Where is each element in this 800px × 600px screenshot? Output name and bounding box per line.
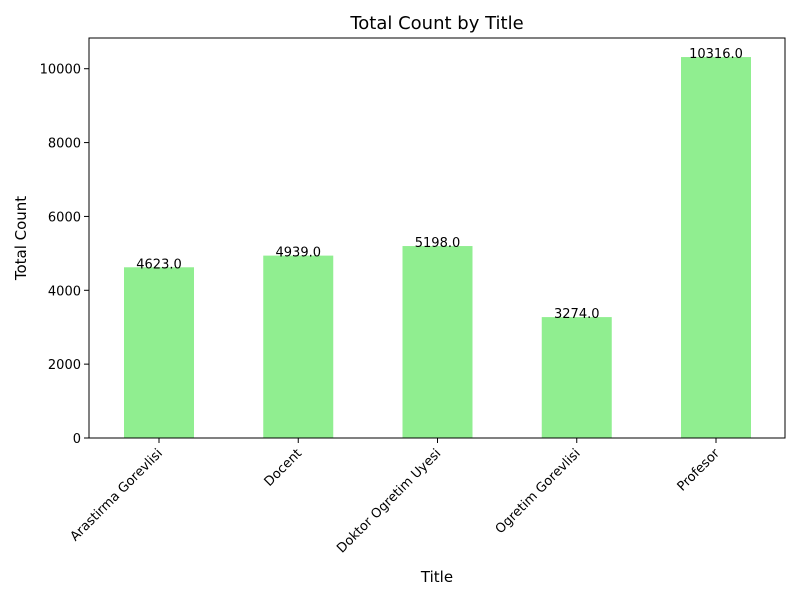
x-tick-label: Arastirma Gorevlisi <box>68 446 166 544</box>
bar-arastirma-gorevlisi <box>124 267 194 438</box>
value-label: 4939.0 <box>276 246 322 261</box>
y-tick-label: 6000 <box>48 210 81 225</box>
bar-docent <box>263 255 334 438</box>
value-label: 10316.0 <box>689 47 743 62</box>
y-tick-label: 2000 <box>48 358 81 373</box>
y-axis: 0 2000 4000 6000 8000 10000 <box>40 63 89 447</box>
bar-ogretim-gorevlisi <box>541 317 612 438</box>
y-tick-label: 4000 <box>48 284 81 299</box>
value-labels-layer: 4623.0 4939.0 5198.0 3274.0 10316.0 <box>136 47 743 322</box>
value-label: 4623.0 <box>136 257 182 272</box>
x-tick-label: Profesor <box>675 446 724 495</box>
chart-title: Total Count by Title <box>349 13 523 34</box>
bar-doktor-ogretim-uyesi <box>402 246 473 438</box>
bar-profesor <box>681 57 751 439</box>
value-label: 5198.0 <box>415 236 461 251</box>
y-tick-label: 10000 <box>40 63 81 78</box>
x-tick-label: Ogretim Gorevlisi <box>493 446 584 537</box>
y-tick-label: 8000 <box>48 137 81 152</box>
bars-layer <box>124 57 751 439</box>
plot-frame <box>88 37 786 439</box>
x-axis-label: Title <box>420 568 453 586</box>
y-tick-label: 0 <box>73 432 81 447</box>
x-tick-label: Doktor Ogretim Uyesi <box>334 446 444 556</box>
x-tick-label: Docent <box>262 446 305 489</box>
y-axis-label: Total Count <box>12 196 30 281</box>
x-axis: Arastirma Gorevlisi Docent Doktor Ogretim … <box>68 438 724 556</box>
value-label: 3274.0 <box>554 307 600 322</box>
